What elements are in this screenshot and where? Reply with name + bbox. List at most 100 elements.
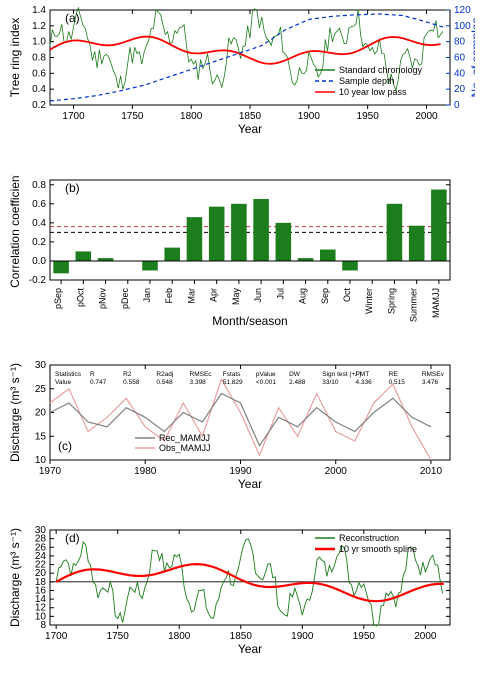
svg-text:0.4: 0.4 — [32, 84, 46, 95]
bar — [409, 226, 425, 261]
svg-text:40: 40 — [454, 68, 466, 79]
bar-label: Jul — [275, 288, 285, 300]
x-axis-label: Year — [238, 477, 262, 491]
svg-text:80: 80 — [454, 37, 466, 48]
stat-val: 0.515 — [389, 379, 406, 386]
svg-text:25: 25 — [35, 384, 47, 395]
svg-text:1990: 1990 — [229, 466, 252, 477]
svg-text:120: 120 — [454, 5, 471, 16]
panel-c: 197019801990200020101015202530YearDischa… — [5, 360, 465, 520]
svg-text:2000: 2000 — [325, 466, 348, 477]
svg-text:0.6: 0.6 — [32, 199, 46, 210]
svg-text:0.8: 0.8 — [32, 53, 46, 64]
svg-text:1850: 1850 — [230, 631, 253, 642]
stat-val: 4.336 — [355, 379, 372, 386]
stat-key: RMSEv — [422, 371, 445, 378]
bar — [253, 199, 269, 261]
svg-text:30: 30 — [35, 360, 47, 371]
stat-key: R2adj — [156, 371, 173, 378]
x-axis-label: Year — [238, 642, 262, 656]
panel-a: 17001750180018501900195020000.20.40.60.8… — [5, 5, 475, 170]
svg-text:1750: 1750 — [107, 631, 130, 642]
svg-text:1700: 1700 — [45, 631, 68, 642]
y-axis-label: Correlation coefficient — [8, 175, 22, 288]
bar — [76, 251, 92, 261]
legend-item: 10 yr smooth spline — [339, 544, 417, 554]
bar-label: Oct — [342, 288, 352, 303]
svg-text:1850: 1850 — [239, 111, 262, 122]
x-axis-label: Year — [238, 122, 262, 136]
svg-text:1950: 1950 — [357, 111, 380, 122]
svg-text:2000: 2000 — [415, 111, 438, 122]
legend-item: Sample depth — [339, 76, 395, 86]
bar — [53, 261, 69, 273]
y-axis-label: Discharge (m³ s⁻¹) — [8, 363, 22, 462]
svg-text:0.6: 0.6 — [32, 68, 46, 79]
svg-text:2000: 2000 — [414, 631, 437, 642]
svg-text:0.2: 0.2 — [32, 100, 46, 111]
svg-text:20: 20 — [35, 408, 47, 419]
bar-label: MAMJJ — [431, 288, 441, 318]
stat-val: 33/10 — [322, 379, 339, 386]
panel-d-tag: (d) — [65, 531, 80, 545]
stat-val: 3.398 — [190, 379, 207, 386]
svg-text:60: 60 — [454, 53, 466, 64]
panel-c-tag: (c) — [58, 439, 72, 453]
stats-value-label: Value — [55, 379, 72, 386]
legend-item: 10 year low pass — [339, 87, 407, 97]
legend-item: Obs_MAMJJ — [159, 443, 211, 453]
bar-label: Sep — [320, 288, 330, 304]
svg-text:0.2: 0.2 — [32, 237, 46, 248]
bar-label: Feb — [164, 288, 174, 304]
svg-text:30: 30 — [35, 525, 47, 536]
bar-label: pNov — [98, 288, 108, 310]
bar-label: Winter — [364, 288, 374, 314]
stat-val: 0.548 — [156, 379, 173, 386]
panel-d: 1700175018001850190019502000810121416182… — [5, 525, 465, 685]
bar-label: Jan — [142, 288, 152, 303]
bar — [209, 207, 225, 261]
svg-text:15: 15 — [35, 431, 47, 442]
bar-label: Apr — [209, 288, 219, 302]
bar — [231, 204, 247, 261]
svg-text:1800: 1800 — [168, 631, 191, 642]
svg-text:1800: 1800 — [180, 111, 203, 122]
stat-key: RMSEc — [190, 371, 213, 378]
bar — [320, 250, 336, 261]
stat-key: DW — [289, 371, 301, 378]
bar — [387, 204, 403, 261]
bar-label: Mar — [186, 288, 196, 304]
stat-key: RE — [389, 371, 399, 378]
svg-text:1970: 1970 — [39, 466, 62, 477]
stat-key: Fstats — [223, 371, 241, 378]
bar-label: Aug — [298, 288, 308, 304]
svg-text:10: 10 — [35, 455, 47, 466]
y-axis-left-label: Tree ring index — [8, 18, 22, 98]
bar — [276, 223, 292, 261]
bar — [342, 261, 358, 271]
bar-label: pSep — [53, 288, 63, 309]
legend-item: Rec_MAMJJ — [159, 433, 210, 443]
bar — [187, 217, 203, 261]
svg-text:1.2: 1.2 — [32, 21, 46, 32]
x-axis-label: Month/season — [212, 314, 287, 328]
stat-val: 0.558 — [123, 379, 140, 386]
stat-val: <0.001 — [256, 379, 276, 386]
bar-label: Jun — [253, 288, 263, 303]
svg-text:-0.2: -0.2 — [29, 275, 47, 286]
svg-text:0: 0 — [454, 100, 460, 111]
bar-label: May — [231, 288, 241, 306]
bar-label: Spring — [386, 288, 396, 314]
bar — [164, 248, 180, 261]
stats-header: Statistics — [55, 371, 82, 378]
stat-key: R2 — [123, 371, 132, 378]
bar — [431, 190, 447, 261]
legend-item: Standard chronology — [339, 65, 423, 75]
stat-val: 0.747 — [90, 379, 107, 386]
bar — [142, 261, 158, 271]
svg-text:1750: 1750 — [121, 111, 144, 122]
y-axis-right-label: No. of samples — [469, 17, 475, 97]
stat-key: R — [90, 371, 95, 378]
y-axis-label: Discharge (m³ s⁻¹) — [8, 528, 22, 627]
stat-key: PMT — [355, 371, 369, 378]
